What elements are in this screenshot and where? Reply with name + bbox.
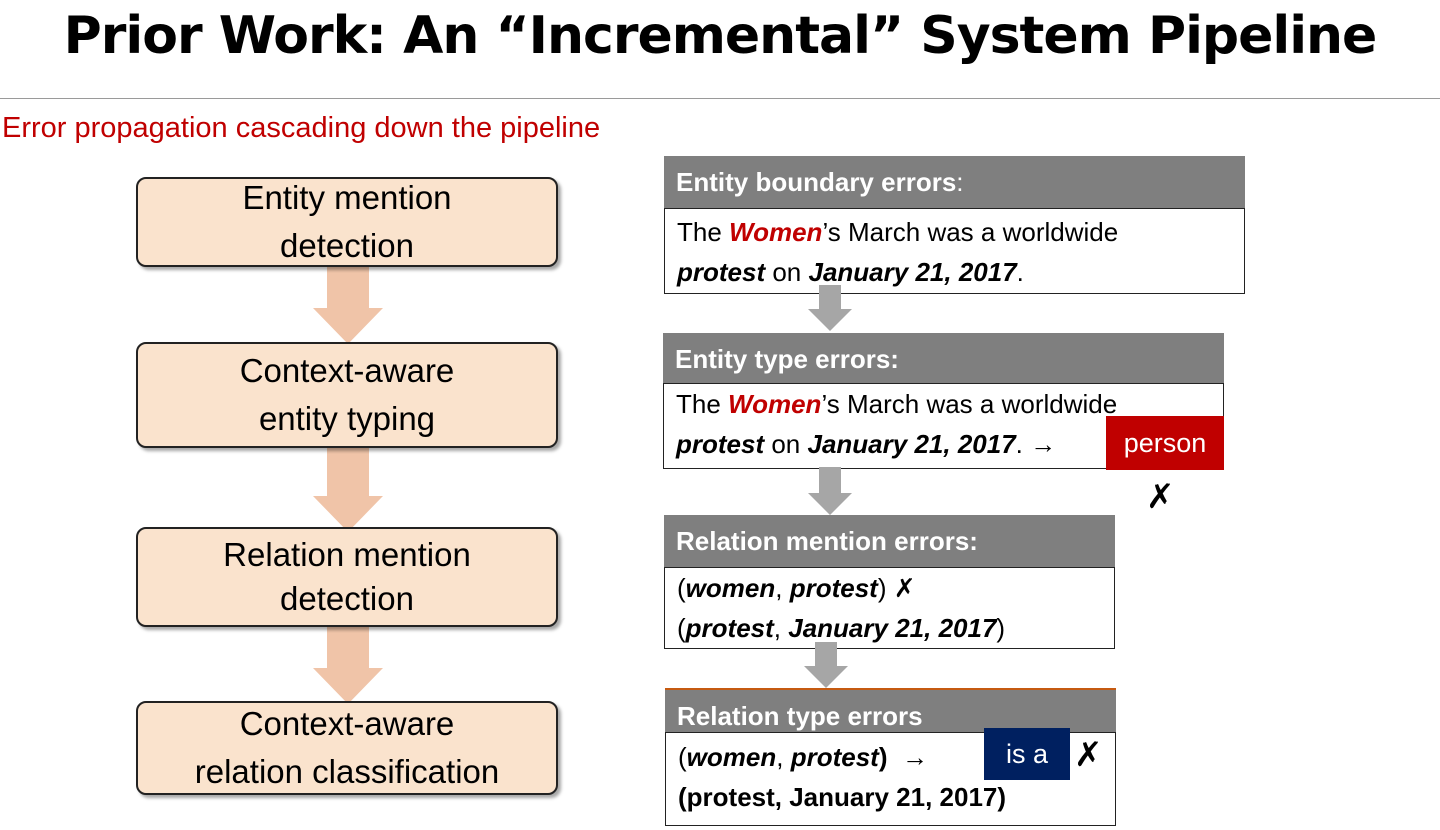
person-type-tag: person — [1106, 416, 1224, 470]
is-a-relation-tag: is a — [984, 728, 1070, 780]
entity-boundary-errors-heading: Entity boundary errors: — [664, 156, 1245, 208]
pipeline-arrow-2 — [313, 444, 383, 532]
stage-entity-mention-detection: Entity mention detection — [136, 177, 558, 267]
stage-relation-mention-detection: Relation mention detection — [136, 527, 558, 627]
entity-boundary-errors-text: The Women’s March was a worldwide protes… — [664, 208, 1245, 294]
type-arrow-icon: → — [1030, 429, 1057, 459]
relation-type-errors-heading: Relation type errors — [665, 688, 1116, 732]
stage-1-line-1: Entity mention — [242, 179, 452, 216]
relation-type-x-icon: ✗ — [1074, 736, 1103, 774]
stage-4-line-1: Context-aware — [239, 705, 455, 742]
entity-boundary-errors-box: Entity boundary errors: The Women’s Marc… — [664, 156, 1245, 294]
stage-context-aware-relation-classification: Context-aware relation classification — [136, 701, 558, 795]
stage-2-line-1: Context-aware — [239, 352, 455, 389]
error-arrow-1 — [808, 285, 852, 331]
relation-type-arrow-icon: → — [901, 742, 928, 772]
slide-title: Prior Work: An “Incremental” System Pipe… — [63, 6, 1378, 66]
pipeline-arrow-1 — [313, 262, 383, 344]
stage-2-line-2: entity typing — [258, 400, 436, 437]
entity-type-errors-heading: Entity type errors: — [663, 333, 1224, 383]
type-error-x-icon: ✗ — [1146, 478, 1175, 516]
stage-1-line-2: detection — [280, 227, 414, 264]
relation-type-row-2: (protest, January 21, 2017) — [678, 782, 1007, 812]
error-arrow-2 — [808, 467, 852, 515]
error-arrow-3 — [804, 642, 848, 688]
stage-4-line-2: relation classification — [194, 753, 500, 790]
relation-mention-errors-text: (women, protest) ✗ (protest, January 21,… — [664, 567, 1115, 649]
slide-subtitle: Error propagation cascading down the pip… — [2, 112, 601, 144]
relation-mention-errors-heading: Relation mention errors: — [664, 515, 1115, 567]
relation-mention-x-icon: ✗ — [893, 573, 916, 603]
pipeline-arrow-3 — [313, 622, 383, 704]
relation-mention-errors-box: Relation mention errors: (women, protest… — [664, 515, 1115, 649]
title-divider — [0, 98, 1440, 99]
stage-3-line-1: Relation mention — [223, 536, 471, 573]
stage-3-line-2: detection — [280, 580, 414, 617]
stage-context-aware-entity-typing: Context-aware entity typing — [136, 342, 558, 448]
